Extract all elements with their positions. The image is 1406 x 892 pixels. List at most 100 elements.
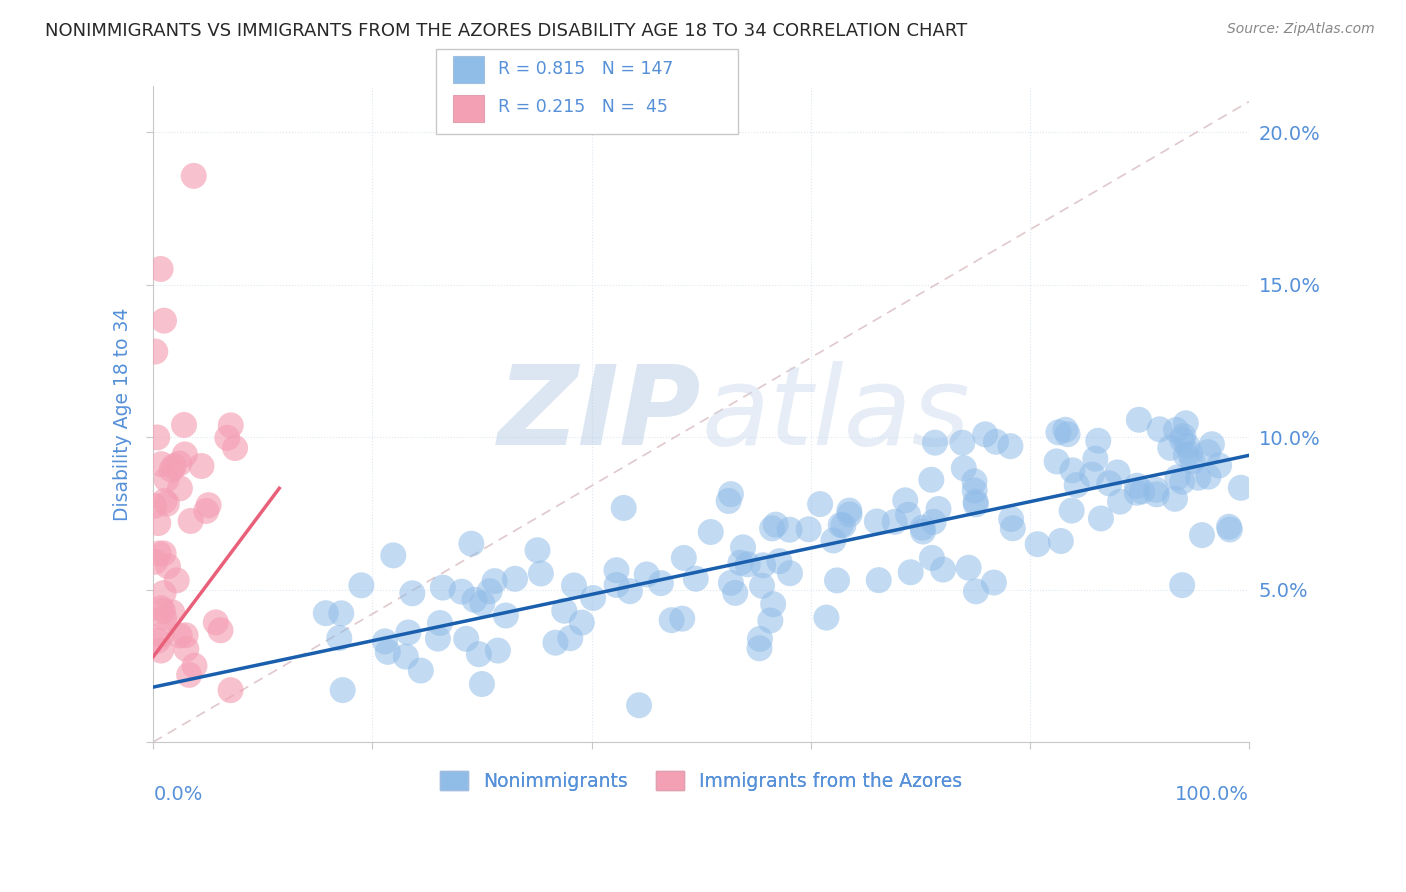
Text: R = 0.815   N = 147: R = 0.815 N = 147 bbox=[498, 60, 673, 78]
Point bbox=[204, 615, 226, 630]
Point bbox=[409, 664, 432, 678]
Point bbox=[150, 457, 173, 471]
Point bbox=[155, 472, 177, 486]
Point bbox=[224, 441, 246, 455]
Point bbox=[395, 649, 418, 664]
Point bbox=[1047, 425, 1070, 440]
Point bbox=[1177, 439, 1199, 453]
Point bbox=[562, 578, 585, 592]
Point bbox=[1000, 439, 1022, 453]
Point bbox=[152, 546, 174, 560]
Point bbox=[153, 313, 176, 327]
Point bbox=[761, 521, 783, 535]
Point bbox=[1000, 512, 1022, 526]
Point bbox=[484, 574, 506, 588]
Point bbox=[1187, 471, 1209, 485]
Point bbox=[219, 418, 242, 433]
Point bbox=[1164, 423, 1187, 437]
Point bbox=[152, 604, 174, 618]
Point bbox=[173, 447, 195, 461]
Text: R = 0.215   N =  45: R = 0.215 N = 45 bbox=[498, 98, 668, 116]
Point bbox=[1164, 491, 1187, 506]
Point bbox=[382, 549, 405, 563]
Point bbox=[952, 461, 974, 475]
Point bbox=[217, 431, 239, 445]
Point bbox=[146, 633, 169, 648]
Point bbox=[737, 558, 759, 572]
Point bbox=[1098, 476, 1121, 491]
Text: atlas: atlas bbox=[702, 360, 970, 467]
Point bbox=[560, 631, 582, 645]
Point bbox=[460, 537, 482, 551]
Point bbox=[628, 698, 651, 713]
Point bbox=[779, 566, 801, 581]
Point bbox=[503, 572, 526, 586]
Point bbox=[429, 615, 451, 630]
Point bbox=[1208, 458, 1230, 473]
Point bbox=[1174, 417, 1197, 431]
Point bbox=[759, 614, 782, 628]
Point bbox=[731, 541, 754, 555]
Point bbox=[163, 459, 186, 474]
Point bbox=[571, 615, 593, 630]
Point bbox=[153, 494, 176, 508]
Point bbox=[401, 586, 423, 600]
Point bbox=[169, 481, 191, 495]
Point bbox=[911, 521, 934, 535]
Point bbox=[1109, 494, 1132, 508]
Point bbox=[1166, 470, 1188, 484]
Point bbox=[315, 606, 337, 620]
Point bbox=[749, 632, 772, 646]
Point bbox=[169, 457, 191, 471]
Point bbox=[605, 563, 627, 577]
Point bbox=[219, 683, 242, 698]
Point bbox=[1001, 521, 1024, 535]
Point bbox=[471, 677, 494, 691]
Text: NONIMMIGRANTS VS IMMIGRANTS FROM THE AZORES DISABILITY AGE 18 TO 34 CORRELATION : NONIMMIGRANTS VS IMMIGRANTS FROM THE AZO… bbox=[45, 22, 967, 40]
Point bbox=[911, 524, 934, 539]
Point bbox=[1171, 433, 1194, 447]
Point bbox=[330, 607, 353, 621]
Point bbox=[984, 434, 1007, 449]
Point bbox=[553, 604, 575, 618]
Point bbox=[1146, 487, 1168, 501]
Point bbox=[1056, 427, 1078, 442]
Point bbox=[932, 563, 955, 577]
Point bbox=[350, 578, 373, 592]
Point bbox=[426, 632, 449, 646]
Point bbox=[1054, 423, 1077, 437]
Point bbox=[1174, 448, 1197, 462]
Point bbox=[983, 575, 1005, 590]
Point bbox=[762, 597, 785, 611]
Point bbox=[797, 522, 820, 536]
Point bbox=[1171, 475, 1194, 489]
Point bbox=[195, 504, 218, 518]
Point bbox=[1090, 511, 1112, 525]
Point bbox=[752, 558, 775, 573]
Point bbox=[720, 575, 742, 590]
Point bbox=[650, 576, 672, 591]
Point bbox=[1087, 434, 1109, 448]
Point bbox=[148, 547, 170, 561]
Point bbox=[717, 494, 740, 508]
Point bbox=[685, 572, 707, 586]
Point bbox=[832, 518, 855, 533]
Point bbox=[209, 624, 232, 638]
Point bbox=[149, 262, 172, 277]
Point bbox=[700, 524, 723, 539]
Point bbox=[143, 499, 166, 513]
Point bbox=[197, 498, 219, 512]
Point bbox=[183, 658, 205, 673]
Point bbox=[927, 502, 949, 516]
Point bbox=[1197, 445, 1219, 459]
Point bbox=[751, 579, 773, 593]
Point bbox=[720, 487, 742, 501]
Point bbox=[1191, 528, 1213, 542]
Point bbox=[174, 628, 197, 642]
Point bbox=[176, 641, 198, 656]
Y-axis label: Disability Age 18 to 34: Disability Age 18 to 34 bbox=[114, 308, 132, 521]
Point bbox=[146, 430, 169, 444]
Point bbox=[1219, 523, 1241, 537]
Point bbox=[377, 645, 399, 659]
Point bbox=[156, 497, 179, 511]
